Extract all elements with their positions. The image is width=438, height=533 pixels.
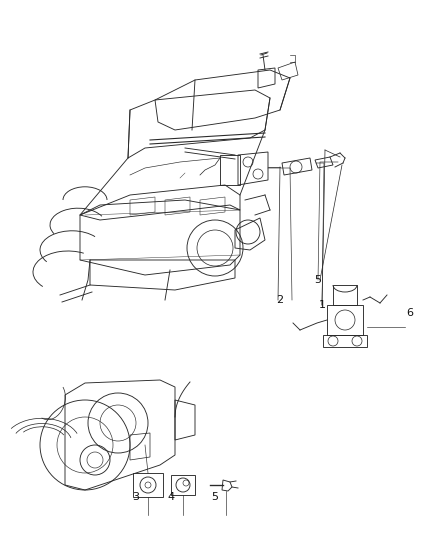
Text: 3: 3 <box>133 492 139 502</box>
Text: 5: 5 <box>314 275 321 285</box>
Text: 5: 5 <box>212 492 219 502</box>
Text: 4: 4 <box>167 492 175 502</box>
Text: 6: 6 <box>406 308 413 318</box>
Text: 1: 1 <box>318 300 325 310</box>
Text: 2: 2 <box>276 295 283 305</box>
